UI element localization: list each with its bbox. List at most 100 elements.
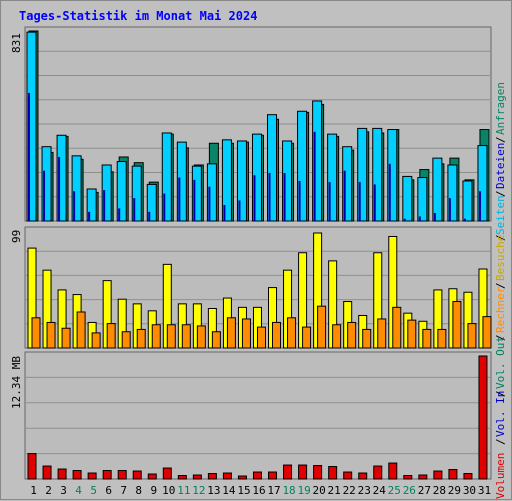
bar-rechner-19 (302, 326, 312, 349)
x-tick-label-6: 6 (105, 484, 112, 497)
bar-rechner-18 (287, 317, 297, 349)
bar-seiten-29 (448, 198, 451, 221)
x-tick-label-18: 18 (282, 484, 295, 497)
bar-dateien-28 (432, 157, 443, 222)
bar-seiten-13 (208, 186, 211, 221)
bar-seiten-3 (58, 156, 61, 221)
bar-volumen-5 (87, 472, 97, 480)
bar-rechner-28 (437, 328, 447, 349)
bar-rechner-16 (256, 326, 266, 349)
x-tick-label-30: 30 (463, 484, 476, 497)
bar-volumen-15 (237, 475, 247, 480)
bar-dateien-9 (146, 183, 157, 222)
bar-rechner-25 (392, 306, 402, 349)
bar-rechner-4 (76, 311, 86, 349)
bar-volumen-25 (388, 462, 398, 480)
bar-volumen-29 (448, 469, 458, 480)
ylabel-volume: 12.34 MB (10, 356, 23, 409)
ylabel-visits: 99 (10, 229, 23, 243)
bar-dateien-26 (402, 175, 413, 222)
bar-seiten-12 (193, 179, 196, 221)
bar-volumen-18 (283, 464, 293, 480)
bar-dateien-31 (477, 145, 488, 222)
x-tick-label-24: 24 (373, 484, 387, 497)
bar-volumen-20 (313, 465, 323, 480)
bar-volumen-10 (162, 467, 172, 480)
bar-rechner-27 (422, 328, 432, 349)
bar-volumen-1 (27, 453, 37, 480)
x-tick-label-17: 17 (267, 484, 280, 497)
bar-volumen-4 (72, 470, 82, 480)
bar-seiten-16 (253, 175, 256, 221)
x-tick-label-16: 16 (252, 484, 265, 497)
x-tick-label-29: 29 (448, 484, 461, 497)
bar-seiten-24 (373, 184, 376, 221)
bar-dateien-1 (26, 31, 37, 222)
bar-volumen-26 (403, 475, 413, 480)
bar-rechner-24 (377, 318, 387, 349)
bar-dateien-15 (236, 140, 247, 222)
bar-dateien-12 (191, 165, 202, 222)
bar-dateien-5 (86, 188, 97, 222)
bar-seiten-7 (118, 208, 121, 221)
bar-rechner-10 (166, 324, 176, 349)
bar-volumen-3 (57, 468, 67, 480)
bar-dateien-7 (116, 161, 127, 222)
bar-rechner-22 (347, 321, 357, 349)
bar-rechner-20 (317, 305, 327, 349)
bar-seiten-28 (433, 212, 436, 221)
bar-seiten-26 (403, 218, 406, 221)
x-tick-label-22: 22 (343, 484, 356, 497)
bar-dateien-3 (56, 134, 67, 222)
bar-rechner-5 (91, 332, 101, 349)
bar-dateien-6 (101, 164, 112, 222)
x-tick-label-5: 5 (90, 484, 97, 497)
bar-rechner-6 (106, 323, 116, 349)
bar-dateien-19 (297, 110, 308, 222)
x-tick-label-1: 1 (30, 484, 37, 497)
x-tick-label-2: 2 (45, 484, 52, 497)
x-tick-label-25: 25 (388, 484, 401, 497)
bar-dateien-27 (417, 177, 428, 222)
bar-volumen-17 (268, 471, 278, 480)
bar-volumen-8 (132, 470, 142, 480)
bar-dateien-16 (251, 133, 262, 222)
bar-volumen-24 (373, 465, 383, 480)
x-tick-label-21: 21 (328, 484, 341, 497)
bar-volumen-31 (478, 355, 488, 480)
x-tick-label-8: 8 (135, 484, 142, 497)
bar-seiten-25 (388, 163, 391, 221)
bar-seiten-14 (223, 204, 226, 221)
bar-rechner-2 (46, 321, 56, 349)
bar-dateien-30 (462, 180, 473, 222)
bar-volumen-12 (192, 474, 202, 480)
bar-dateien-14 (221, 139, 232, 222)
bar-volumen-2 (42, 465, 52, 480)
chart-title: Tages-Statistik im Monat Mai 2024 (19, 9, 258, 23)
bar-rechner-11 (181, 324, 191, 349)
bar-seiten-30 (463, 218, 466, 221)
bar-rechner-7 (121, 331, 131, 349)
bar-rechner-26 (407, 319, 417, 349)
x-tick-label-15: 15 (237, 484, 250, 497)
x-tick-label-9: 9 (150, 484, 157, 497)
x-tick-label-7: 7 (120, 484, 127, 497)
bar-volumen-7 (117, 470, 127, 480)
bar-seiten-23 (358, 182, 361, 221)
bar-rechner-23 (362, 328, 372, 349)
x-tick-label-31: 31 (478, 484, 491, 497)
bar-seiten-15 (238, 200, 241, 221)
bar-rechner-1 (31, 317, 41, 349)
legend-sep-7: / (494, 438, 507, 445)
bar-seiten-17 (268, 172, 271, 221)
x-tick-label-3: 3 (60, 484, 67, 497)
legend-sep-1: / (494, 136, 507, 143)
bar-volumen-23 (358, 472, 368, 480)
bar-seiten-31 (478, 191, 481, 221)
bar-volumen-6 (102, 470, 112, 480)
x-tick-label-10: 10 (162, 484, 175, 497)
bar-rechner-31 (482, 316, 492, 349)
x-tick-label-12: 12 (192, 484, 205, 497)
bar-volumen-21 (328, 466, 338, 480)
